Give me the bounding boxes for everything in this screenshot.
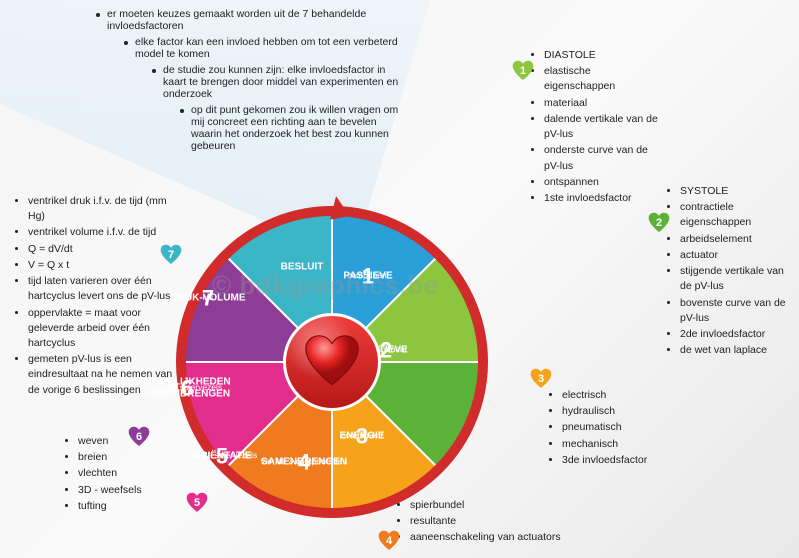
badge-4: 4 — [378, 530, 400, 552]
note-item: hydraulisch — [562, 404, 678, 419]
notes-2: SYSTOLEcontractiele eigenschappen arbeids… — [666, 184, 796, 359]
note-item: pneumatisch — [562, 420, 678, 435]
note-item: resultante — [410, 514, 616, 529]
top-bullets: er moeten keuzes gemaakt worden uit de 7… — [96, 8, 406, 156]
top-bullet: de studie zou kunnen zijn: elke invloeds… — [152, 64, 406, 100]
notes-4: spierbundelresultanteaaneenschakeling va… — [396, 498, 616, 547]
note-item: DIASTOLE — [544, 48, 660, 63]
note-item: spierbundel — [410, 498, 616, 513]
note-item: 3D - weefsels — [78, 483, 194, 498]
notes-1: DIASTOLEelastische eigenschappen materiaa… — [530, 48, 660, 207]
note-item: electrisch — [562, 388, 678, 403]
top-bullet: op dit punt gekomen zou ik willen vragen… — [180, 104, 406, 152]
note-item: tijd laten varieren over één hartcyclus … — [28, 274, 184, 304]
note-item: 2de invloedsfactor — [680, 327, 796, 342]
note-item: ventrikel volume i.f.v. de tijd — [28, 225, 184, 240]
wheel-chart: BESLUIT1PASSIEVEcomponent2ACTIEVEcompone… — [182, 212, 482, 512]
top-bullet: er moeten keuzes gemaakt worden uit de 7… — [96, 8, 406, 32]
note-item: bovenste curve van de pV-lus — [680, 296, 796, 326]
note-item: actuator — [680, 248, 796, 263]
note-item: dalende vertikale van de pV-lus — [544, 112, 660, 142]
badge-6: 6 — [128, 426, 150, 448]
badge-3: 3 — [530, 368, 552, 390]
badge-7: 7 — [160, 244, 182, 266]
heart-icon — [304, 334, 360, 390]
note-item: oppervlakte = maat voor geleverde arbeid… — [28, 306, 184, 352]
note-item: materiaal — [544, 96, 660, 111]
note-item: stijgende vertikale van de pV-lus — [680, 264, 796, 294]
heart-center — [286, 316, 378, 408]
note-item: de wet van laplace — [680, 343, 796, 358]
note-item: aaneenschakeling van actuators — [410, 530, 616, 545]
notes-3: electrischhydraulischpneumatisch mechanis… — [548, 388, 678, 469]
note-item: breien — [78, 450, 194, 465]
note-item: ventrikel druk i.f.v. de tijd (mm Hg) — [28, 194, 184, 224]
notes-7: ventrikel druk i.f.v. de tijd (mm Hg)ven… — [14, 194, 184, 399]
note-item: arbeidselement — [680, 232, 796, 247]
note-item: 3de invloedsfactor — [562, 453, 678, 468]
note-item: elastische eigenschappen — [544, 64, 660, 94]
top-bullet: elke factor kan een invloed hebben om to… — [124, 36, 406, 60]
badge-1: 1 — [512, 60, 534, 82]
badge-5: 5 — [186, 492, 208, 514]
note-item: 1ste invloedsfactor — [544, 191, 660, 206]
note-item: gemeten pV-lus is een eindresultaat na h… — [28, 352, 184, 398]
badge-2: 2 — [648, 212, 670, 234]
note-item: ontspannen — [544, 175, 660, 190]
note-item: tufting — [78, 499, 194, 514]
note-item: mechanisch — [562, 437, 678, 452]
note-item: contractiele eigenschappen — [680, 200, 796, 230]
note-item: onderste curve van de pV-lus — [544, 143, 660, 173]
note-item: vlechten — [78, 466, 194, 481]
note-item: SYSTOLE — [680, 184, 796, 199]
